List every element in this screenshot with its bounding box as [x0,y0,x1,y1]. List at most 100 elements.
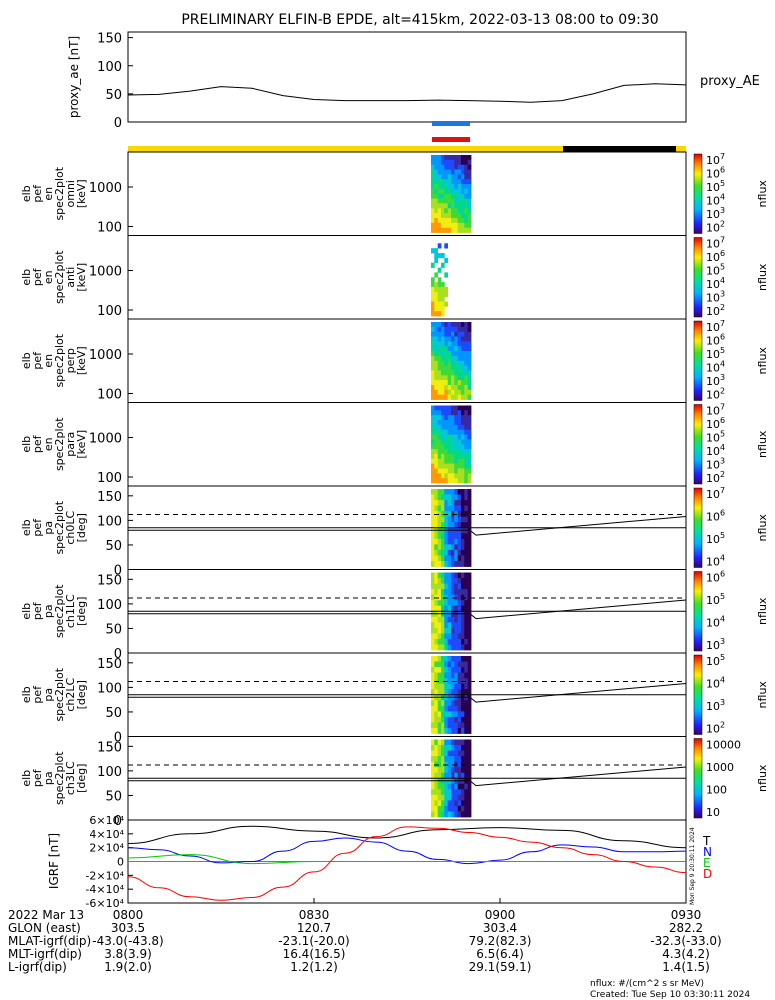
spectrogram-cell [467,326,472,332]
orbit-footer: 2022 Mar 13 0800 0830 0900 0930 GLON (east) 30… [8,898,722,974]
spectrogram-cell [467,449,472,455]
spectrogram-cell [431,538,435,545]
spectrogram-cell [437,678,442,684]
spectrogram-cell [434,286,438,293]
spectrogram-cell [434,227,438,233]
spectrogram-cell [434,257,438,264]
spectrogram-cell [447,213,452,219]
spectrogram-cell [444,683,448,690]
spectrogram-cell [451,385,455,391]
spectrogram-cell [441,306,445,312]
spectrogram-ylabel-line: spec2plot [53,250,66,304]
spectrogram-cell [457,346,462,352]
spectrogram-cell [454,331,458,337]
spectrogram-cell [444,429,448,435]
spectrogram-cell [444,473,448,479]
spectrogram-cell [441,463,445,469]
spectrogram-cell [457,745,462,751]
spectrogram-cell [431,505,435,512]
spectrogram-cell [434,380,438,386]
spectrogram-cell [444,638,448,645]
spectrogram-cell [461,453,465,460]
colorbar-tick-label: 10000 [706,739,741,752]
spectrogram-cell [431,449,435,455]
spectrogram-cell [457,351,462,357]
spectrogram-cell [457,711,462,718]
spectrogram-cell [434,405,438,411]
spectrogram-cell [454,616,458,623]
spectrogram-cell [461,605,465,612]
spectrogram-cell [444,478,448,484]
spectrogram-cell [441,434,445,440]
spectrogram-cell [457,716,462,723]
spectrogram-cell [454,424,458,431]
spectrogram-cell [431,516,435,523]
spectrogram-cell [447,511,452,517]
spectrogram-cell [467,622,472,629]
spectrogram-ylabel-line: elb [20,770,33,787]
spectrogram-cell [441,394,445,400]
colorbar [693,404,703,485]
spectrogram-cell [431,420,435,426]
spectrogram-cell [447,444,452,450]
spectrogram-cell [457,420,462,426]
spectrogram-cell [444,589,448,595]
spectrogram-cell [461,184,465,190]
spectrogram-ylabel-line: [keV] [75,179,88,208]
spectrogram-cell [464,627,468,634]
spectrogram-cell [434,656,438,662]
spectrogram-cell [464,549,468,556]
spectrogram-cell [434,478,438,484]
spectrogram-cell [467,544,472,551]
spectrogram-cell [431,678,435,684]
spectrogram-cell [437,473,442,479]
field-line-angle [128,515,687,536]
spectrogram-cell [461,222,465,228]
chart-title: PRELIMINARY ELFIN-B EPDE, alt=415km, 202… [181,12,658,28]
spectrogram-cell [464,728,468,734]
spectrogram-cell [441,351,445,357]
spectrogram-cell [431,439,435,445]
spectrogram-cell [451,174,455,180]
spectrogram-cell [444,360,448,366]
spectrogram-cell [444,756,448,762]
spectrogram-cell [434,449,438,455]
spectrogram-cell [441,667,445,673]
spectrogram-cell [431,716,435,723]
spectrogram-cell [447,538,452,545]
spectrogram-cell [457,164,462,170]
spectrogram-cell [441,672,445,679]
spectrogram-cell [451,489,455,495]
spectrogram-cell [457,159,462,165]
spectrogram-cell [447,522,452,529]
spectrogram-cell [454,184,458,190]
spectrogram-ylabel-line: [keV] [75,346,88,375]
spectrogram-cell [464,169,468,175]
spectrogram-cell [451,549,455,556]
spectrogram-cell [444,449,448,455]
spectrogram-cell [441,549,445,556]
spectrogram-cell [464,811,468,818]
spectrogram-cell [454,627,458,634]
spectrogram-cell [444,434,448,440]
spectrogram-cell [437,656,442,662]
spectrogram-cell [447,716,452,723]
spectrogram-cell [437,267,442,273]
spectrogram-cell [444,179,448,185]
spectrogram-cell [447,478,452,484]
spectrogram-cell [441,179,445,185]
spectrogram-cell [431,331,435,337]
spectrogram-cell [454,351,458,357]
spectrogram-cell [441,522,445,529]
spectrogram-cell [447,600,452,607]
colorbar-label: nflux [756,764,769,792]
spectrogram-cell [447,389,452,395]
spectrogram-cell [457,611,462,618]
spectrogram-cell [447,761,452,768]
colorbar-tick-label: 1000 [706,761,734,774]
spectrogram-cell [457,355,462,362]
spectrogram-cell [461,728,465,734]
spectrogram-cell [444,805,448,812]
spectrogram-cell [467,385,472,391]
colorbar-tick-exponent: 6 [720,570,725,579]
